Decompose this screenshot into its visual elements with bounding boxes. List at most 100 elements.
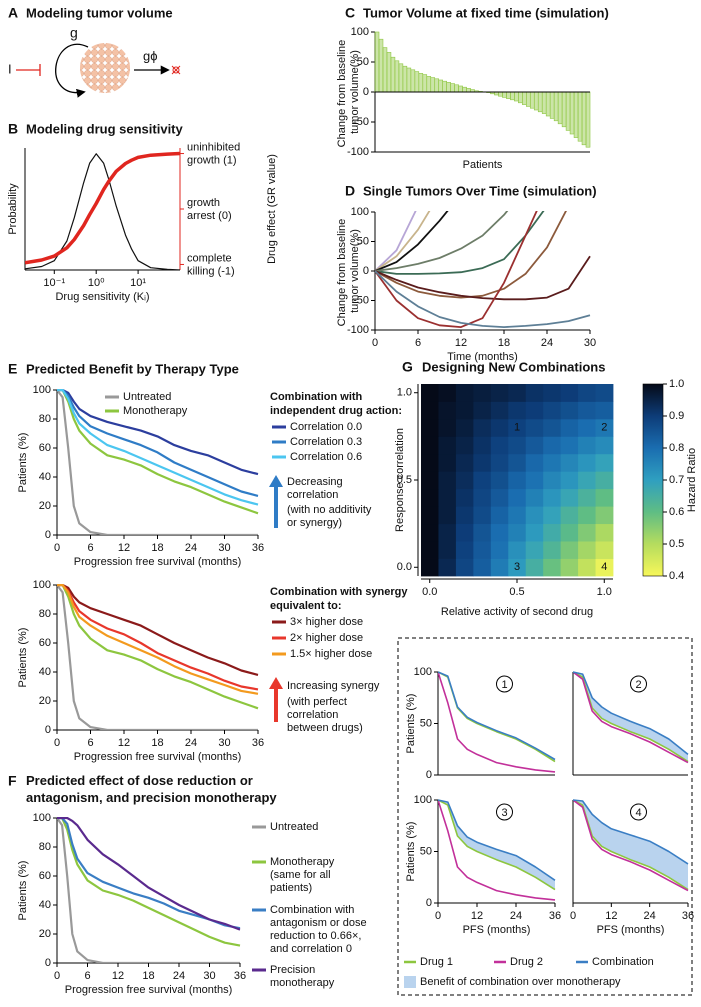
bar — [418, 73, 424, 93]
series-line — [573, 799, 689, 865]
heatmap-cell — [490, 506, 509, 525]
inset-badge — [630, 675, 647, 693]
y-tick-label: 80 — [39, 608, 51, 620]
heatmap-cell — [560, 523, 579, 542]
heatmap-cell — [578, 384, 596, 402]
annotation: Decreasing correlation — [287, 476, 346, 501]
bar — [549, 91, 555, 119]
heatmap-cell — [595, 541, 614, 559]
series-line — [57, 389, 259, 506]
x-tick-label: 0.5 — [509, 586, 524, 598]
inset-label: 4 — [635, 807, 641, 819]
heatmap-cell — [595, 436, 614, 455]
y-tick-label: 50 — [357, 56, 369, 68]
x-tick-label: 12 — [112, 970, 124, 982]
benefit-area — [573, 672, 688, 762]
y-tick-label: 60 — [39, 870, 51, 882]
x-tick-label: 12 — [471, 910, 483, 922]
heatmap-cell — [438, 541, 457, 559]
x-tick-label: 0 — [54, 542, 60, 554]
y-axis-label: Patients (%) — [405, 694, 417, 754]
heatmap-cell — [578, 558, 596, 577]
y-tick-label: 100 — [414, 794, 432, 806]
x-tick-label: 10⁻¹ — [43, 277, 65, 289]
heatmap-cell — [595, 401, 614, 420]
legend-label: Correlation 0.0 — [290, 421, 362, 433]
series-line — [57, 584, 259, 691]
x-tick-label: 36 — [252, 542, 264, 554]
inset-badge — [496, 803, 513, 821]
series-line — [438, 671, 556, 761]
heatmap-cell — [438, 506, 457, 525]
y-tick-label: 0 — [45, 724, 51, 736]
heatmap-cell — [421, 558, 439, 577]
x-tick-label: 30 — [218, 542, 230, 554]
heatmap-cell — [508, 541, 527, 559]
inset-badge — [630, 803, 647, 821]
colorbar-tick-label: 0.4 — [669, 570, 684, 582]
heatmap-cell — [473, 418, 492, 437]
x-axis-label: Relative activity of second drug — [441, 606, 593, 618]
heatmap-cell — [421, 436, 439, 455]
heatmap-cell — [455, 418, 474, 437]
y2-tick-label: growth arrest (0) — [187, 197, 232, 222]
colorbar-tick-label: 0.6 — [669, 506, 684, 518]
bar — [398, 63, 404, 93]
heatmap-cell — [473, 401, 492, 420]
heatmap-cell — [508, 558, 527, 577]
series-line — [375, 211, 417, 272]
legend-label: Benefit of combination over monotherapy — [420, 976, 621, 988]
bar — [402, 65, 408, 93]
chart-title: Predicted Benefit by Therapy Type — [26, 361, 239, 376]
x-tick-label: 36 — [234, 970, 246, 982]
heatmap-cell — [543, 401, 562, 420]
colorbar-tick-label: 0.8 — [669, 442, 684, 454]
heatmap-cell — [473, 523, 492, 542]
x-tick-label: 12 — [118, 542, 130, 554]
bar — [522, 91, 527, 105]
heatmap-cell — [525, 488, 544, 507]
heatmap-cell — [490, 558, 509, 577]
heatmap-cell — [525, 384, 544, 402]
heatmap-cell — [490, 401, 509, 420]
y-axis-label: Hazard Ratio — [686, 448, 698, 512]
y-tick-label: 100 — [33, 384, 51, 396]
series-line — [57, 584, 259, 676]
heatmap-cell — [578, 523, 596, 542]
heatmap-cell — [560, 453, 579, 472]
heatmap-cell — [578, 506, 596, 525]
x-tick-label: 24 — [541, 337, 553, 349]
x-tick-label: 1.0 — [597, 586, 612, 598]
heatmap-cell — [578, 436, 596, 455]
bar — [446, 82, 451, 93]
heatmap-cell — [595, 471, 614, 490]
y-tick-label: 60 — [39, 442, 51, 454]
inset-label: 1 — [501, 679, 507, 691]
series-line — [438, 671, 556, 773]
legend-label: Correlation 0.6 — [290, 451, 362, 463]
panel-letter: B — [8, 121, 18, 137]
bar — [498, 91, 503, 97]
heatmap-cell — [421, 471, 439, 490]
heatmap-cell — [421, 488, 439, 507]
x-tick-label: 0 — [372, 337, 378, 349]
annotation-arrowhead — [269, 677, 283, 689]
bar — [386, 52, 392, 93]
y-axis-label: Patients (%) — [405, 822, 417, 882]
annotation: (with perfect correlation between drugs) — [287, 696, 363, 734]
legend-title: Combination with independent drug action… — [270, 391, 402, 417]
panel-letter: F — [8, 773, 17, 789]
heatmap-cell — [543, 541, 562, 559]
series-line — [375, 211, 567, 299]
heatmap-cell — [560, 401, 579, 420]
x-tick-label: 12 — [605, 910, 617, 922]
y-tick-label: 40 — [39, 899, 51, 911]
bar — [430, 77, 436, 93]
y-tick-label: 80 — [39, 413, 51, 425]
y-tick-label: 0.0 — [397, 561, 412, 573]
y-axis-label: Patients (%) — [17, 433, 29, 493]
x-tick-label: 24 — [510, 910, 522, 922]
x-tick-label: 12 — [455, 337, 467, 349]
x-tick-label: 36 — [252, 737, 264, 749]
heatmap-cell — [595, 453, 614, 472]
